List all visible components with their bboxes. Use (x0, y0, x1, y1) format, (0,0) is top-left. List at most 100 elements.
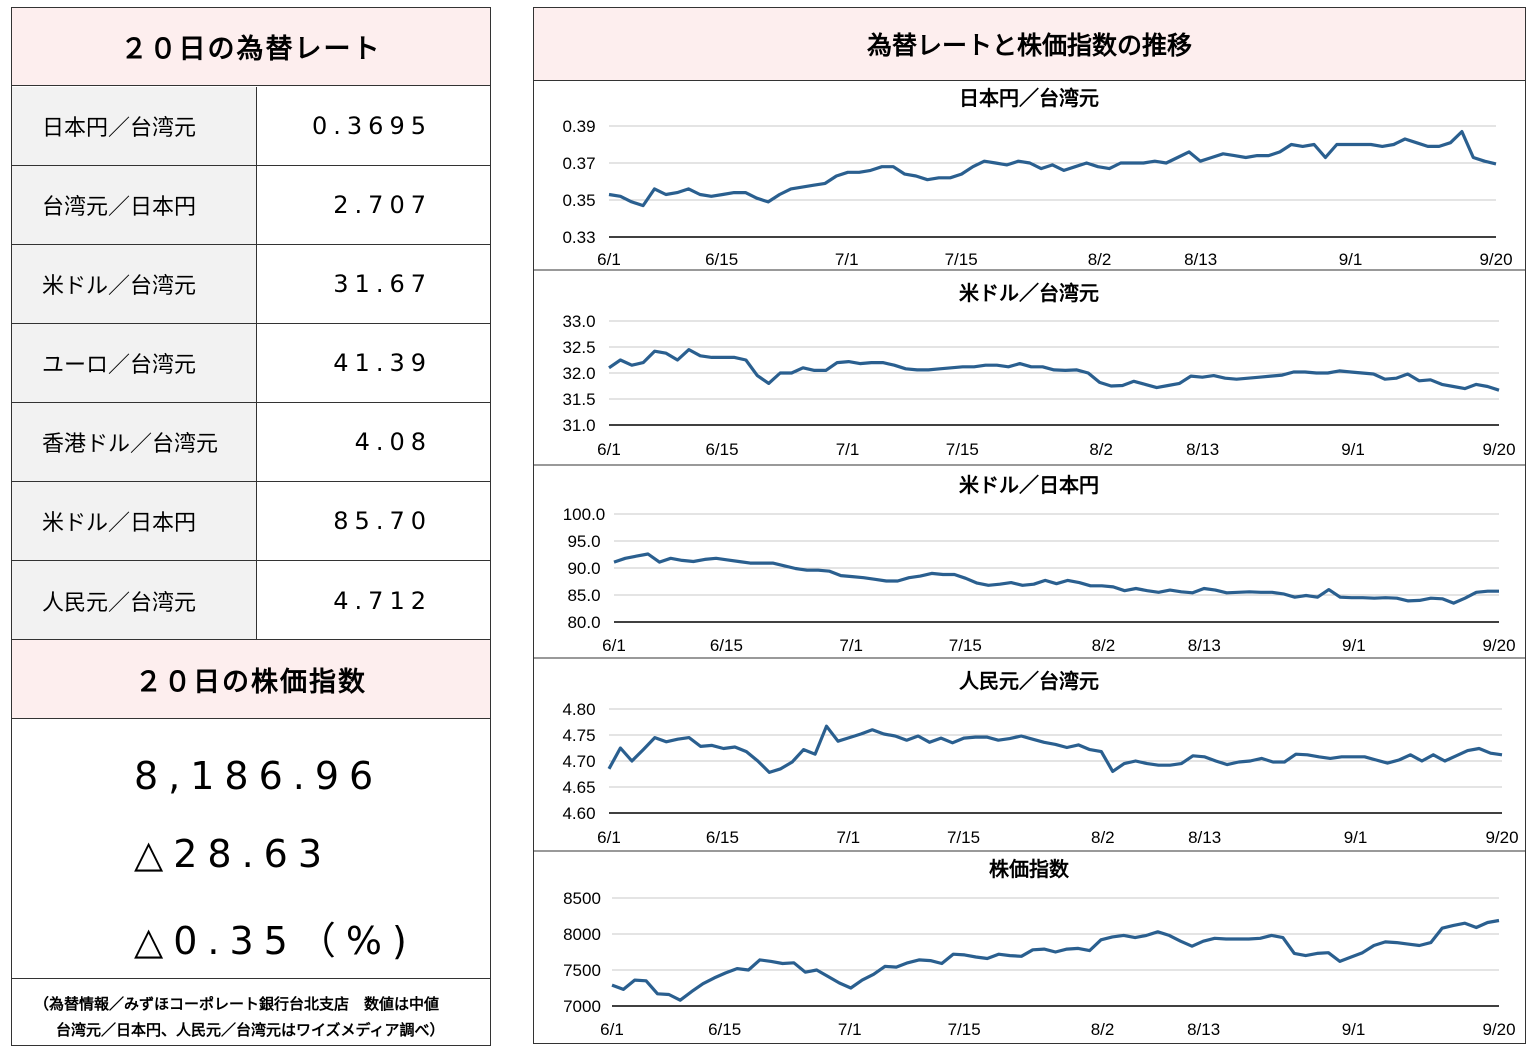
rate-pair-label: 人民元／台湾元 (12, 561, 257, 640)
x-tick-label: 7/15 (946, 440, 979, 459)
rate-pair-label: ユーロ／台湾元 (12, 324, 257, 402)
rate-pair-label: 香港ドル／台湾元 (12, 403, 257, 481)
x-tick-label: 8/13 (1187, 1020, 1220, 1039)
rate-header: ２０日の為替レート (12, 8, 490, 86)
x-tick-label: 8/13 (1188, 636, 1221, 655)
x-tick-label: 8/2 (1091, 828, 1115, 847)
rate-value: 0.3695 (312, 112, 432, 140)
source-footnote: （為替情報／みずほコーポレート銀行台北支店 数値は中値 台湾元／日本円、人民元／… (12, 978, 490, 1046)
y-tick-label: 4.60 (562, 804, 595, 823)
rate-row: 人民元／台湾元 4.712 (12, 561, 490, 640)
chart-title: 人民元／台湾元 (959, 669, 1099, 693)
chart-1: 日本円／台湾元 0.39 0.37 0.35 0.336/1 6/15 7/1 7/15 8/2… (534, 86, 1525, 271)
x-tick-label: 7/1 (838, 1020, 862, 1039)
y-tick-label: 80.0 (567, 613, 600, 632)
x-tick-label: 7/1 (836, 440, 860, 459)
x-tick-label: 7/1 (839, 636, 863, 655)
stock-change-percent: △0.35（%) (134, 919, 417, 963)
x-tick-label: 7/15 (945, 250, 978, 269)
x-tick-label: 6/1 (602, 636, 626, 655)
chart-title: 米ドル／台湾元 (959, 281, 1099, 305)
x-tick-label: 6/1 (600, 1020, 624, 1039)
rate-row: 日本円／台湾元 0.3695 (12, 87, 490, 166)
series-line (608, 348, 1500, 392)
y-tick-label: 0.33 (562, 228, 595, 247)
x-tick-label: 7/1 (835, 250, 859, 269)
y-tick-label: 4.70 (562, 752, 595, 771)
rate-pair-label: 米ドル／日本円 (12, 482, 257, 560)
footnote-line-1: （為替情報／みずほコーポレート銀行台北支店 数値は中値 (34, 995, 440, 1013)
y-tick-label: 0.39 (562, 117, 595, 136)
rate-pair-label: 日本円／台湾元 (12, 87, 257, 165)
x-tick-label: 9/1 (1342, 636, 1366, 655)
right-panel: 為替レートと株価指数の推移 日本円／台湾元 0.39 0.37 0.35 0.33 6/1… (533, 7, 1526, 1044)
stock-values: 8,186.96 △28.63 △0.35（%) (12, 720, 490, 978)
stock-change-value: △28.63 (134, 832, 333, 876)
x-tick-label: 6/1 (597, 440, 621, 459)
rate-value: 4.08 (354, 428, 432, 456)
rate-pair-label: 台湾元／日本円 (12, 166, 257, 244)
y-tick-label: 0.35 (562, 191, 595, 210)
y-tick-label: 4.65 (562, 778, 595, 797)
rate-value: 41.39 (333, 349, 432, 377)
series-line (607, 724, 1503, 775)
chart-4: 人民元／台湾元 4.80 4.75 4.70 4.65 4.606/1 6/15 7/1 7/1… (534, 669, 1525, 852)
x-tick-label: 6/1 (597, 250, 621, 269)
x-tick-label: 8/2 (1091, 1020, 1115, 1039)
x-tick-label: 8/13 (1186, 440, 1219, 459)
x-tick-label: 7/15 (948, 1020, 981, 1039)
y-tick-label: 90.0 (567, 559, 600, 578)
rate-row: 台湾元／日本円 2.707 (12, 166, 490, 245)
y-tick-label: 7000 (563, 997, 601, 1016)
y-tick-label: 4.80 (562, 700, 595, 719)
y-tick-label: 95.0 (567, 532, 600, 551)
x-tick-label: 6/15 (710, 636, 743, 655)
x-tick-label: 6/15 (708, 1020, 741, 1039)
rate-row: 香港ドル／台湾元 4.08 (12, 403, 490, 482)
y-tick-label: 32.5 (562, 338, 595, 357)
y-tick-label: 100.0 (563, 505, 606, 524)
x-tick-label: 8/13 (1184, 250, 1217, 269)
chart-2: 米ドル／台湾元 33.0 32.5 32.0 31.5 31.06/1 6/15 7/1 7/1… (534, 281, 1525, 466)
y-tick-label: 33.0 (562, 312, 595, 331)
left-panel: ２０日の為替レート 日本円／台湾元 0.3695 台湾元／日本円 2.707 米ドル／台… (11, 7, 491, 1046)
x-tick-label: 8/2 (1088, 250, 1112, 269)
rate-row: 米ドル／日本円 85.70 (12, 482, 490, 561)
series-line (611, 918, 1500, 1002)
y-tick-label: 31.5 (562, 390, 595, 409)
x-tick-label: 7/15 (947, 828, 980, 847)
x-tick-label: 9/20 (1485, 828, 1518, 847)
y-tick-label: 31.0 (562, 416, 595, 435)
x-tick-label: 8/13 (1188, 828, 1221, 847)
charts-panel-title: 為替レートと株価指数の推移 (534, 8, 1525, 81)
chart-5: 株価指数 8500 8000 7500 7000 6/1 6/15 7/1 7/15 8/2 8/1… (563, 857, 1515, 1039)
rate-table: 日本円／台湾元 0.3695 台湾元／日本円 2.707 米ドル／台湾元 31.67 ユーロ… (12, 87, 490, 640)
x-tick-label: 9/1 (1344, 828, 1368, 847)
x-tick-label: 8/2 (1089, 440, 1113, 459)
x-tick-label: 6/1 (597, 828, 621, 847)
series-line (613, 552, 1499, 605)
stock-index-value: 8,186.96 (134, 754, 384, 798)
x-tick-label: 6/15 (705, 440, 738, 459)
x-tick-label: 9/1 (1341, 440, 1365, 459)
chart-title: 株価指数 (989, 857, 1070, 881)
x-tick-label: 7/15 (949, 636, 982, 655)
x-tick-label: 9/20 (1479, 250, 1512, 269)
y-tick-label: 32.0 (562, 364, 595, 383)
rate-row: ユーロ／台湾元 41.39 (12, 324, 490, 403)
chart-title: 日本円／台湾元 (959, 86, 1099, 110)
rate-value: 31.67 (333, 270, 432, 298)
chart-3: 米ドル／日本円 100.0 95.0 90.0 85.0 80.06/1 6/15 7/1 7/… (534, 473, 1525, 659)
x-tick-label: 8/2 (1092, 636, 1116, 655)
y-tick-label: 0.37 (562, 154, 595, 173)
x-tick-label: 9/20 (1482, 440, 1515, 459)
rate-row: 米ドル／台湾元 31.67 (12, 245, 490, 324)
y-tick-label: 8000 (563, 925, 601, 944)
x-tick-label: 6/15 (706, 828, 739, 847)
chart-title: 米ドル／日本円 (959, 473, 1099, 497)
rate-value: 85.70 (333, 507, 432, 535)
stock-header: ２０日の株価指数 (12, 639, 490, 719)
x-tick-label: 9/1 (1339, 250, 1363, 269)
series-line (608, 129, 1497, 208)
